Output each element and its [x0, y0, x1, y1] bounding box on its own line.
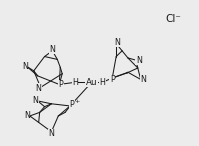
Text: H: H — [72, 78, 78, 87]
Text: P: P — [110, 75, 115, 84]
Text: Cl⁻: Cl⁻ — [165, 14, 181, 24]
Text: N: N — [24, 111, 30, 120]
Text: N: N — [36, 84, 42, 93]
Text: H: H — [100, 78, 105, 87]
Text: P: P — [59, 80, 63, 89]
Text: N: N — [136, 56, 142, 65]
Text: Au: Au — [86, 78, 97, 87]
Text: P: P — [70, 100, 74, 109]
Text: N: N — [32, 96, 38, 105]
Text: +: + — [74, 99, 80, 104]
Text: N: N — [141, 75, 147, 84]
Text: N: N — [114, 38, 120, 47]
Text: N: N — [49, 129, 54, 138]
Text: N: N — [22, 62, 28, 71]
Text: N: N — [50, 45, 55, 54]
